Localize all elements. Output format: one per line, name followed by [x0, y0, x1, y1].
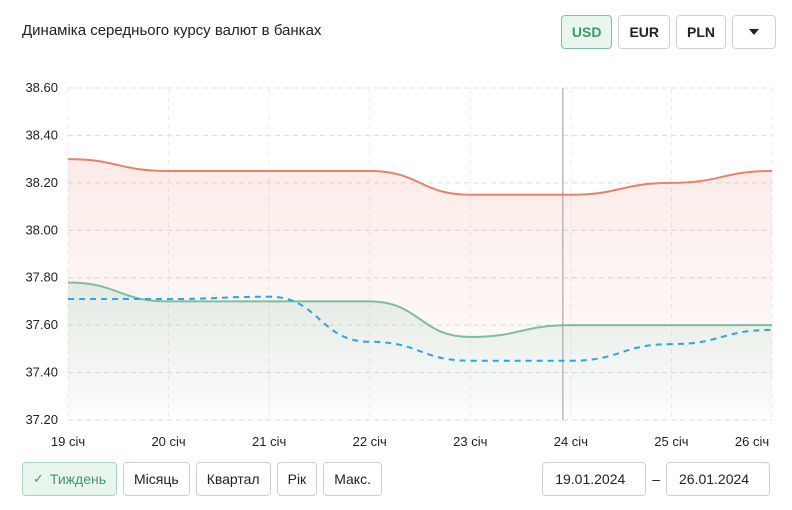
y-tick-label: 37.40: [25, 365, 58, 380]
period-quarter-button[interactable]: Квартал: [195, 462, 271, 496]
x-tick-label: 22 січ: [353, 434, 387, 449]
period-max-button[interactable]: Макс.: [323, 462, 382, 496]
x-tick-label: 25 січ: [654, 434, 688, 449]
series-line-1: [67, 281, 772, 339]
chevron-down-icon: [749, 29, 759, 35]
x-tick-label: 20 січ: [151, 434, 185, 449]
chart-title: Динаміка середнього курсу валют в банках: [22, 22, 322, 39]
period-year-button[interactable]: Рік: [276, 462, 318, 496]
y-tick-label: 37.80: [25, 270, 58, 285]
x-tick-label: 24 січ: [554, 434, 588, 449]
currency-usd-button[interactable]: USD: [560, 15, 613, 49]
y-tick-label: 37.60: [25, 317, 58, 332]
x-tick-label: 19 січ: [51, 434, 85, 449]
y-tick-label: 38.60: [25, 80, 58, 95]
y-tick-label: 38.00: [25, 222, 58, 237]
period-month-button[interactable]: Місяць: [123, 462, 190, 496]
period-week-label: Тиждень: [49, 471, 107, 487]
x-tick-label: 21 січ: [252, 434, 286, 449]
y-tick-label: 37.20: [25, 412, 58, 427]
y-tick-label: 38.20: [25, 175, 58, 190]
rate-chart: 38.60 38.40 38.20 38.00 37.80 37.60 37.40 37.20…: [25, 80, 773, 449]
period-switcher: ✓ Тиждень Місяць Квартал Рік Макс.: [22, 462, 382, 496]
x-tick-label: 26 січ: [735, 434, 769, 449]
period-week-button[interactable]: ✓ Тиждень: [22, 462, 118, 496]
check-icon: ✓: [33, 471, 44, 486]
date-range: –: [542, 462, 770, 496]
currency-more-dropdown[interactable]: [732, 15, 776, 49]
currency-pln-button[interactable]: PLN: [676, 15, 726, 49]
series-line-0: [67, 158, 773, 196]
currency-eur-button[interactable]: EUR: [618, 15, 670, 49]
y-tick-label: 38.40: [25, 127, 58, 142]
currency-switcher: USD EUR PLN: [560, 15, 776, 49]
date-separator: –: [652, 471, 660, 487]
date-to-input[interactable]: [666, 462, 770, 496]
date-from-input[interactable]: [542, 462, 647, 496]
x-tick-label: 23 січ: [453, 434, 487, 449]
